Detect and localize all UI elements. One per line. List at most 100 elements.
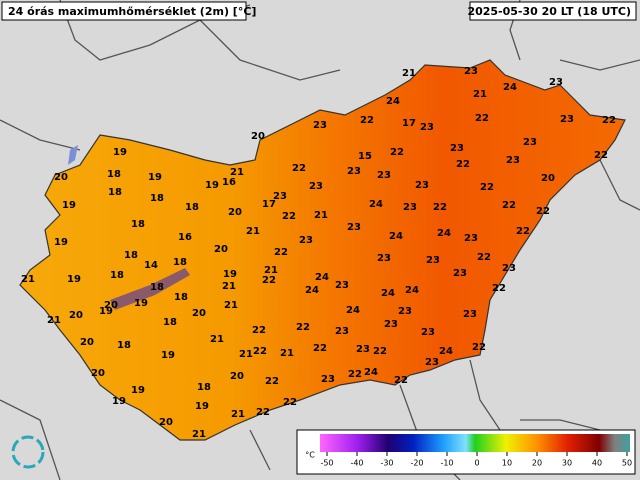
station-value: 14 — [144, 260, 158, 271]
station-value: 20 — [230, 371, 244, 382]
station-value: 21 — [21, 274, 35, 285]
station-value: 21 — [402, 68, 416, 79]
station-value: 22 — [282, 211, 296, 222]
station-value: 22 — [348, 369, 362, 380]
station-value: 19 — [195, 401, 209, 412]
station-value: 23 — [425, 357, 439, 368]
station-value: 20 — [251, 131, 265, 142]
station-value: 18 — [150, 282, 164, 293]
station-value: 23 — [549, 77, 563, 88]
station-value: 23 — [347, 166, 361, 177]
station-value: 22 — [253, 346, 267, 357]
station-value: 21 — [192, 429, 206, 440]
station-value: 23 — [421, 327, 435, 338]
station-value: 24 — [386, 96, 400, 107]
station-value: 20 — [192, 308, 206, 319]
station-value: 23 — [384, 319, 398, 330]
station-value: 18 — [124, 250, 138, 261]
station-value: 23 — [506, 155, 520, 166]
station-value: 23 — [463, 309, 477, 320]
station-value: 24 — [346, 305, 360, 316]
station-value: 22 — [477, 252, 491, 263]
station-value: 22 — [516, 226, 530, 237]
station-value: 22 — [536, 206, 550, 217]
station-value: 21 — [47, 315, 61, 326]
station-value: 21 — [264, 265, 278, 276]
station-value: 21 — [246, 226, 260, 237]
station-value: 22 — [602, 115, 616, 126]
title-box — [1, 1, 247, 21]
station-value: 21 — [230, 167, 244, 178]
station-value: 19 — [113, 147, 127, 158]
station-value: 23 — [464, 66, 478, 77]
station-value: 20 — [80, 337, 94, 348]
station-value: 17 — [402, 118, 416, 129]
lake — [68, 145, 78, 165]
station-value: 22 — [390, 147, 404, 158]
lake — [110, 268, 190, 310]
legend-tick-label: 50 — [622, 459, 632, 468]
station-value: 21 — [473, 89, 487, 100]
station-value: 18 — [174, 292, 188, 303]
station-value: 18 — [131, 219, 145, 230]
station-value: 19 — [54, 237, 68, 248]
station-value: 23 — [560, 114, 574, 125]
station-value: 20 — [228, 207, 242, 218]
logo — [11, 435, 45, 469]
station-value: 18 — [108, 187, 122, 198]
station-value: 22 — [262, 275, 276, 286]
station-value: 24 — [437, 228, 451, 239]
station-value: 22 — [360, 115, 374, 126]
station-value: 19 — [205, 180, 219, 191]
legend-tick-label: 40 — [592, 459, 602, 468]
legend-tick-label: -30 — [380, 459, 393, 468]
station-value: 23 — [313, 120, 327, 131]
station-value: 23 — [273, 191, 287, 202]
station-value: 24 — [364, 367, 378, 378]
station-value: 23 — [309, 181, 323, 192]
colorbar — [320, 434, 630, 452]
station-value: 23 — [335, 326, 349, 337]
station-value: 23 — [403, 202, 417, 213]
station-value: 22 — [256, 407, 270, 418]
station-value: 18 — [197, 382, 211, 393]
station-value: 20 — [54, 172, 68, 183]
legend-tick-label: -20 — [410, 459, 423, 468]
station-value: 24 — [381, 288, 395, 299]
station-value: 22 — [472, 342, 486, 353]
legend-tick-label: -50 — [320, 459, 333, 468]
station-value: 19 — [223, 269, 237, 280]
timestamp: 2025-05-30 20 LT (18 UTC) — [467, 5, 631, 18]
station-value: 22 — [313, 343, 327, 354]
station-value: 23 — [377, 253, 391, 264]
station-value: 22 — [283, 397, 297, 408]
legend-tick-label: -40 — [350, 459, 363, 468]
station-value: 23 — [420, 122, 434, 133]
station-value: 18 — [117, 340, 131, 351]
station-value: 18 — [110, 270, 124, 281]
station-value: 18 — [173, 257, 187, 268]
station-value: 24 — [305, 285, 319, 296]
station-value: 22 — [394, 375, 408, 386]
legend-unit: °C — [305, 451, 315, 460]
station-value: 19 — [134, 298, 148, 309]
station-value: 22 — [594, 150, 608, 161]
station-value: 19 — [62, 200, 76, 211]
station-value: 23 — [464, 233, 478, 244]
station-value: 16 — [222, 177, 236, 188]
station-value: 22 — [265, 376, 279, 387]
station-value: 21 — [314, 210, 328, 221]
station-value: 23 — [299, 235, 313, 246]
station-value: 24 — [369, 199, 383, 210]
station-value: 20 — [104, 300, 118, 311]
station-value: 24 — [315, 272, 329, 283]
station-value: 22 — [292, 163, 306, 174]
station-value: 18 — [150, 193, 164, 204]
station-value: 21 — [231, 409, 245, 420]
station-value: 20 — [69, 310, 83, 321]
station-value: 23 — [398, 306, 412, 317]
station-value: 21 — [280, 348, 294, 359]
legend-tick-label: 10 — [502, 459, 512, 468]
station-value: 23 — [356, 344, 370, 355]
